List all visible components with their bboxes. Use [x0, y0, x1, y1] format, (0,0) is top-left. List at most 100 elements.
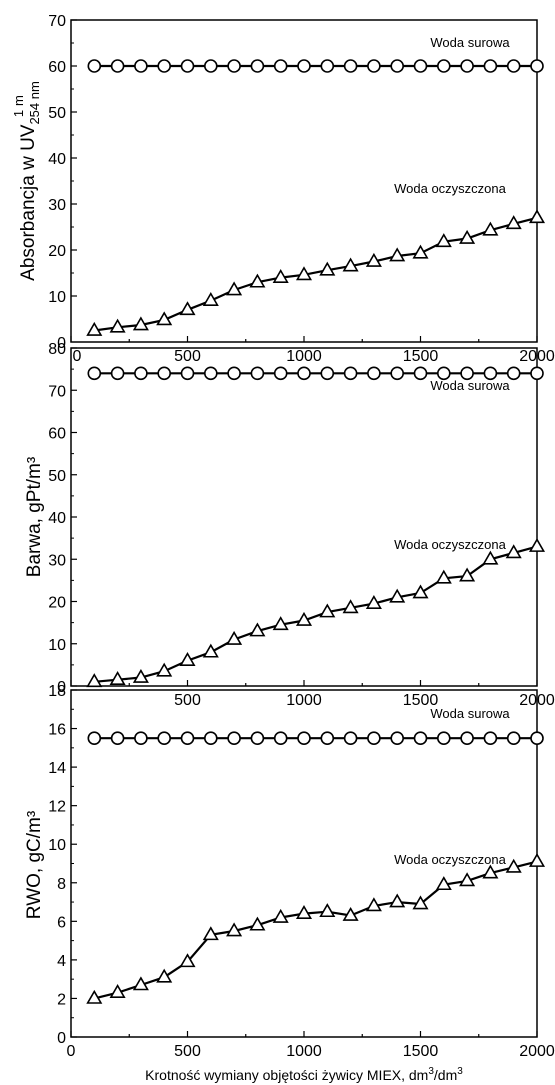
data-point-circle — [436, 59, 451, 73]
y-tick-label: 12 — [48, 799, 66, 816]
series-label: Woda surowa — [430, 378, 510, 393]
data-point-circle — [530, 731, 544, 745]
data-point-triangle — [202, 291, 219, 306]
data-point-circle — [297, 59, 311, 73]
data-point-triangle — [342, 257, 359, 272]
data-point-circle — [180, 366, 195, 381]
data-point-circle — [87, 59, 102, 73]
y-tick-label: 10 — [48, 837, 66, 854]
data-point-circle — [180, 59, 195, 73]
data-point-circle — [273, 59, 288, 73]
y-tick-label: 10 — [48, 289, 66, 306]
data-point-circle — [367, 366, 381, 381]
y-tick-label: 14 — [48, 760, 66, 777]
data-point-circle — [460, 731, 474, 745]
data-point-triangle — [528, 852, 546, 867]
data-point-triangle — [132, 316, 149, 331]
data-point-circle — [367, 59, 381, 73]
y-axis-title: Barwa, gPt/m³ — [24, 457, 45, 577]
y-tick-label: 60 — [48, 59, 66, 76]
x-tick-label: 0 — [73, 348, 82, 365]
data-point-triangle — [459, 567, 476, 582]
data-point-triangle — [272, 616, 289, 631]
data-point-circle — [413, 366, 428, 381]
data-point-triangle — [482, 550, 499, 565]
data-point-circle — [460, 366, 474, 381]
data-point-circle — [297, 366, 311, 381]
x-tick-label: 500 — [174, 1043, 201, 1060]
y-tick-label: 10 — [48, 637, 66, 654]
data-point-triangle — [365, 897, 382, 912]
x-axis-title: Krotność wymiany objętości żywicy MIEX, … — [145, 1066, 463, 1083]
y-tick-label: 50 — [48, 468, 66, 485]
data-point-circle — [506, 731, 521, 745]
data-point-circle — [250, 366, 265, 381]
data-point-circle — [390, 366, 405, 381]
data-point-circle — [436, 731, 451, 745]
data-point-circle — [460, 59, 474, 73]
y-tick-label: 70 — [48, 13, 66, 30]
data-point-triangle — [202, 926, 219, 941]
y-tick-label: 30 — [48, 552, 66, 569]
data-point-circle — [483, 59, 498, 73]
data-point-triangle — [412, 895, 429, 910]
data-point-triangle — [202, 643, 219, 658]
y-tick-label: 0 — [57, 679, 66, 696]
data-point-triangle — [272, 908, 289, 923]
data-point-triangle — [226, 630, 243, 645]
data-point-triangle — [109, 984, 126, 999]
data-point-circle — [320, 59, 335, 73]
data-point-triangle — [528, 209, 546, 224]
data-point-triangle — [156, 968, 173, 983]
y-tick-label: 6 — [57, 914, 66, 931]
x-tick-label: 1500 — [403, 1043, 439, 1060]
data-point-triangle — [179, 652, 196, 666]
series-line-woda-oczyszczona — [94, 545, 538, 683]
data-point-circle — [157, 59, 171, 73]
series-label: Woda surowa — [430, 35, 510, 50]
series-label: Woda oczyszczona — [394, 537, 507, 552]
data-point-circle — [134, 366, 148, 381]
data-point-triangle — [342, 906, 359, 921]
data-point-circle — [134, 731, 148, 745]
data-point-triangle — [295, 905, 313, 919]
data-point-circle — [110, 366, 125, 381]
y-axis-title: Absorbancja w UV254 nm1m — [11, 81, 42, 281]
data-point-circle — [343, 731, 358, 745]
data-point-circle — [320, 366, 335, 381]
data-point-triangle — [459, 872, 476, 887]
data-point-circle — [273, 731, 288, 745]
data-point-triangle — [319, 261, 336, 276]
y-axis-title: RWO, gC/m³ — [24, 811, 45, 919]
data-point-circle — [506, 366, 521, 381]
y-tick-label: 18 — [48, 683, 66, 700]
data-point-triangle — [435, 233, 452, 248]
data-point-circle — [530, 59, 544, 73]
data-point-circle — [134, 59, 148, 73]
data-point-triangle — [365, 252, 382, 267]
data-point-circle — [483, 366, 498, 381]
data-point-circle — [227, 59, 241, 73]
series-label: Woda oczyszczona — [394, 181, 507, 196]
data-point-circle — [436, 366, 451, 381]
y-tick-label: 2 — [57, 991, 66, 1008]
data-point-triangle — [435, 876, 452, 891]
data-point-triangle — [109, 671, 126, 686]
series-label: Woda oczyszczona — [394, 852, 507, 867]
data-point-circle — [157, 366, 171, 381]
data-point-triangle — [179, 953, 196, 968]
data-point-triangle — [272, 268, 289, 283]
data-point-triangle — [365, 595, 382, 609]
data-point-triangle — [179, 301, 196, 316]
data-point-circle — [483, 731, 498, 745]
y-tick-label: 4 — [57, 953, 66, 970]
data-point-circle — [204, 59, 218, 73]
data-point-circle — [250, 731, 265, 745]
data-point-triangle — [389, 588, 406, 603]
x-tick-label: 1500 — [403, 348, 439, 365]
data-point-triangle — [412, 584, 429, 599]
data-point-triangle — [226, 922, 243, 937]
data-point-triangle — [389, 893, 406, 908]
